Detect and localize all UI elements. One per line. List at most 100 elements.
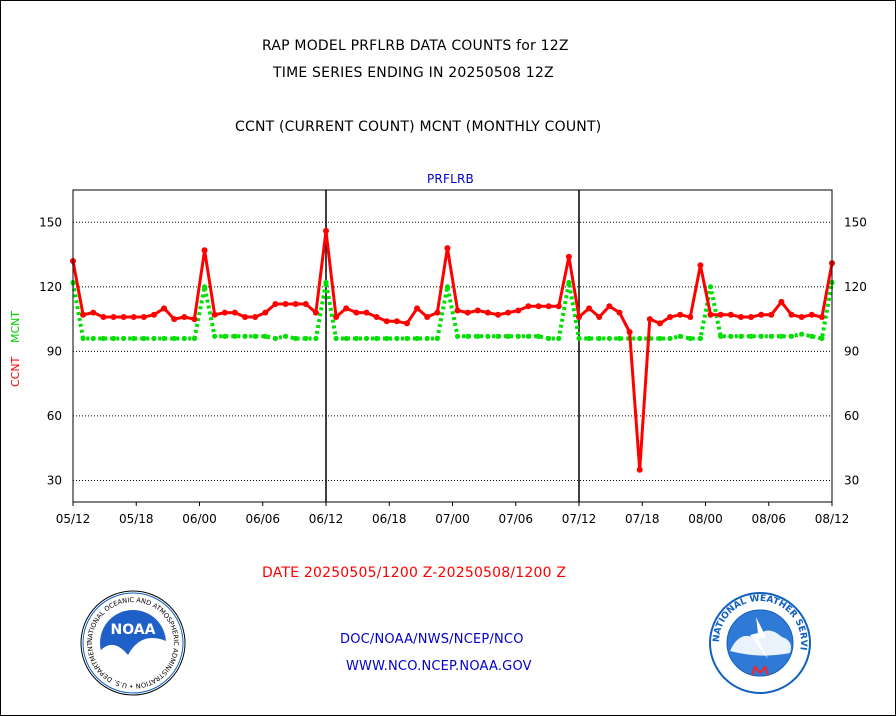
data-point-mcnt [141,335,147,342]
data-point-ccnt [636,466,643,473]
data-point-ccnt [120,313,127,320]
data-point-ccnt [323,227,329,234]
data-point-ccnt [302,301,309,308]
data-point-ccnt [343,305,350,312]
data-point-ccnt [231,309,238,316]
data-point-ccnt [555,303,562,310]
data-point-mcnt [556,335,562,342]
data-point-mcnt [212,333,218,339]
axes: 30 30 60 60 90 90 120 120 150 150 05/12 05/18 06/00 0… [39,189,867,526]
data-point-ccnt [262,309,269,316]
data-point-mcnt [535,333,542,339]
data-point-ccnt [788,311,795,318]
data-point-mcnt [768,333,774,339]
data-point-mcnt [667,335,673,342]
data-point-ccnt [110,313,117,320]
ylabel-ccnt: CCNT [9,356,22,387]
data-point-ccnt [444,245,451,252]
data-point-ccnt [454,307,461,314]
y-tick-label-right: 60 [844,409,859,423]
data-point-mcnt [171,335,177,342]
chart-title-line1: RAP MODEL PRFLRB DATA COUNTS for 12Z [262,38,569,54]
data-point-mcnt [778,333,785,339]
data-point-mcnt [363,335,370,342]
data-point-mcnt [515,333,521,339]
data-point-mcnt [434,335,440,342]
data-point-ccnt [434,309,441,316]
data-point-ccnt [80,311,87,318]
data-point-ccnt [778,298,785,305]
x-tick-label: 07/00 [435,512,470,526]
data-point-mcnt [121,335,127,342]
data-point-ccnt [161,305,168,312]
data-point-ccnt [818,313,825,320]
data-point-ccnt [221,309,228,316]
y-tick-label-left: 60 [47,409,62,423]
data-point-mcnt [677,333,683,339]
data-point-ccnt [130,313,137,320]
data-point-ccnt [545,303,552,310]
y-tick-label-left: 30 [47,473,62,487]
data-point-mcnt [819,335,825,342]
data-point-ccnt [474,307,481,314]
data-point-mcnt [374,335,380,342]
data-point-ccnt [484,309,491,316]
data-point-mcnt [485,333,491,339]
data-point-mcnt [637,335,643,342]
chart-title-line2: TIME SERIES ENDING IN 20250508 12Z [273,65,554,81]
data-point-ccnt [181,313,188,320]
data-point-ccnt [312,309,319,316]
data-point-mcnt [131,335,137,342]
data-point-ccnt [424,313,431,320]
data-point-mcnt [272,335,278,342]
data-point-ccnt [100,313,107,320]
data-point-mcnt [566,279,572,286]
nws-logo: NATIONAL WEATHER SERVICE [709,592,811,694]
data-point-ccnt [748,313,755,320]
data-point-mcnt [576,335,582,342]
x-tick-label: 06/00 [182,512,217,526]
data-point-ccnt [515,307,522,314]
data-point-ccnt [403,320,410,327]
data-point-ccnt [333,313,340,320]
footer-line1: DOC/NOAA/NWS/NCEP/NCO [340,632,524,647]
data-point-ccnt [656,320,663,327]
data-point-mcnt [384,335,390,342]
data-point-mcnt [151,335,157,342]
data-point-mcnt [201,284,208,290]
data-point-mcnt [343,335,349,342]
data-point-mcnt [424,335,430,342]
y-tick-label-right: 120 [844,280,867,294]
x-tick-label: 08/12 [815,512,850,526]
data-point-ccnt [505,309,512,316]
data-series [70,227,835,473]
series-line-ccnt [71,229,834,472]
data-point-ccnt [414,305,421,312]
data-point-ccnt [171,316,178,323]
data-point-mcnt [748,333,754,339]
series-line-mcnt [71,280,834,341]
data-point-ccnt [525,303,532,310]
data-point-ccnt [201,247,208,254]
data-point-mcnt [262,333,268,339]
data-point-mcnt [303,335,309,342]
data-point-mcnt [475,333,481,339]
data-point-ccnt [646,316,653,323]
x-tick-label: 07/18 [625,512,660,526]
data-point-mcnt [606,335,612,342]
data-point-mcnt [505,333,511,339]
data-point-mcnt [90,335,96,342]
data-point-mcnt [80,335,86,342]
data-point-ccnt [292,301,299,308]
data-point-mcnt [191,335,198,342]
data-point-ccnt [616,309,623,316]
data-point-ccnt [717,311,724,318]
data-point-ccnt [495,311,502,318]
data-point-mcnt [323,279,329,286]
data-point-ccnt [606,303,613,310]
data-point-ccnt [758,311,765,318]
x-tick-label: 06/06 [245,512,280,526]
data-point-mcnt [404,335,410,342]
data-point-mcnt [333,335,339,342]
